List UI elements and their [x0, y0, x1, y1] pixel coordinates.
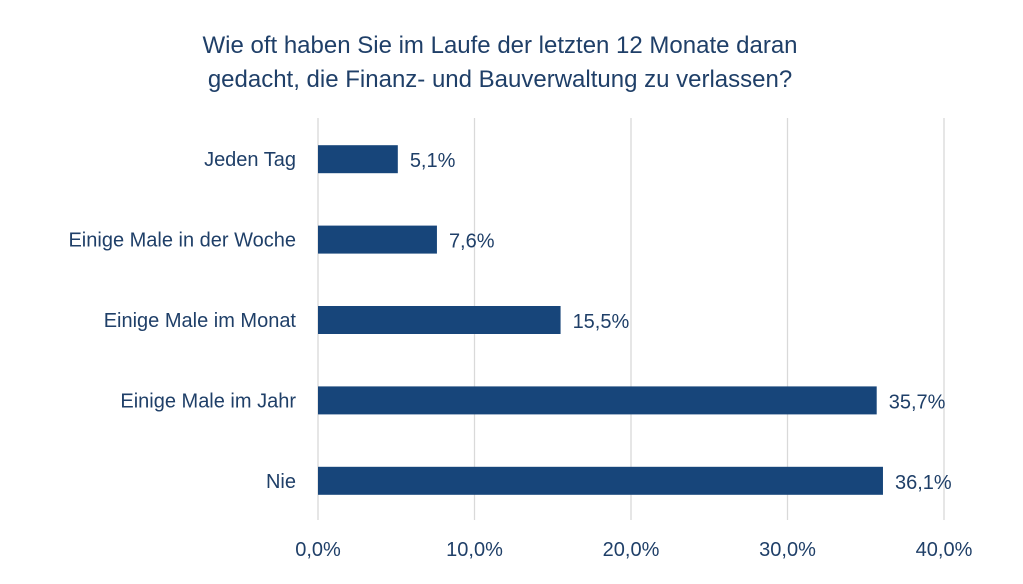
chart-title-line-1: Wie oft haben Sie im Laufe der letzten 1…	[202, 32, 797, 59]
bar	[318, 466, 883, 495]
x-tick-label: 0,0%	[295, 539, 341, 561]
category-label: Nie	[266, 471, 296, 493]
bar	[318, 306, 561, 334]
chart-title-line-2: gedacht, die Finanz- und Bauverwaltung z…	[208, 66, 792, 93]
x-tick-label: 40,0%	[916, 539, 973, 561]
category-label: Jeden Tag	[204, 149, 296, 171]
bar	[318, 145, 398, 174]
category-label: Einige Male im Jahr	[120, 390, 296, 412]
data-label: 35,7%	[889, 391, 946, 413]
x-tick-label: 30,0%	[759, 539, 816, 561]
data-label: 7,6%	[449, 231, 495, 253]
data-label: 15,5%	[573, 311, 630, 333]
bar	[318, 225, 437, 254]
x-tick-label: 10,0%	[446, 539, 503, 561]
bar	[318, 386, 877, 415]
data-label: 36,1%	[895, 472, 952, 494]
category-label: Einige Male in der Woche	[68, 230, 296, 252]
category-label: Einige Male im Monat	[104, 310, 297, 332]
data-label: 5,1%	[410, 150, 456, 172]
x-tick-label: 20,0%	[603, 539, 660, 561]
